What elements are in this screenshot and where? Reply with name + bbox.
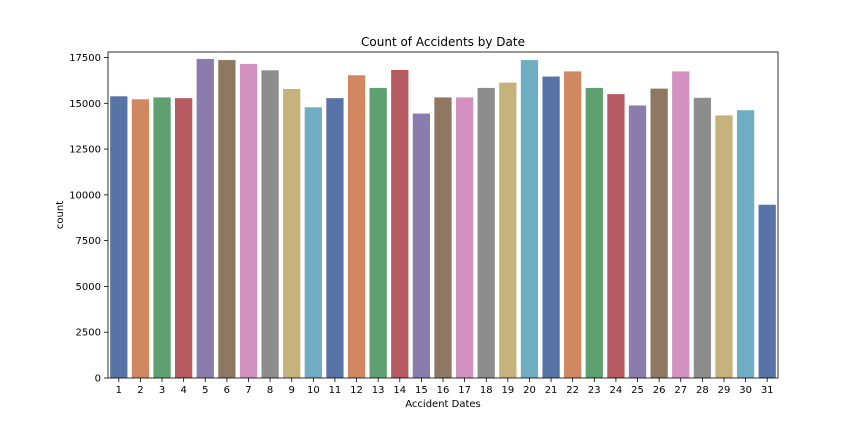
x-tick-label: 14 bbox=[393, 385, 406, 396]
y-tick-label: 15000 bbox=[69, 99, 101, 110]
bar-day-30 bbox=[736, 110, 755, 379]
x-tick-label: 4 bbox=[180, 385, 186, 396]
bar-day-8 bbox=[261, 70, 279, 378]
bar-day-16 bbox=[434, 97, 452, 379]
bar-day-7 bbox=[239, 63, 258, 379]
bar-day-14 bbox=[391, 69, 409, 378]
bar-day-15 bbox=[412, 113, 431, 378]
x-tick-label: 21 bbox=[545, 385, 558, 396]
x-tick-label: 8 bbox=[267, 385, 273, 396]
bar-day-1 bbox=[110, 96, 128, 378]
x-tick-label: 27 bbox=[674, 385, 687, 396]
bar-day-13 bbox=[369, 87, 387, 379]
x-axis: 1 2 3 4 5 6 7 8 9 10 11 12 13 14 15 16 17 18 19 20 21 22 23 24 2… bbox=[116, 378, 774, 396]
bar-day-4 bbox=[175, 98, 193, 379]
x-tick-label: 7 bbox=[245, 385, 251, 396]
x-tick-label: 23 bbox=[588, 385, 601, 396]
x-tick-label: 5 bbox=[202, 385, 208, 396]
bar-day-10 bbox=[304, 107, 322, 378]
x-tick-label: 16 bbox=[437, 385, 450, 396]
x-tick-label: 28 bbox=[696, 385, 709, 396]
bar-day-2 bbox=[131, 99, 150, 378]
bar-day-5 bbox=[196, 58, 214, 379]
y-tick-label: 17500 bbox=[69, 53, 101, 64]
x-tick-label: 12 bbox=[350, 385, 363, 396]
bar-day-24 bbox=[607, 94, 625, 379]
bar-day-3 bbox=[153, 97, 171, 379]
x-tick-label: 9 bbox=[289, 385, 295, 396]
bar-day-12 bbox=[347, 75, 366, 378]
bar-day-27 bbox=[672, 71, 690, 378]
bar-day-19 bbox=[499, 82, 517, 378]
y-tick-label: 2500 bbox=[76, 328, 101, 339]
bar-day-23 bbox=[585, 87, 603, 379]
y-tick-label: 5000 bbox=[76, 282, 101, 293]
bar-day-29 bbox=[715, 115, 733, 379]
bar-day-28 bbox=[693, 97, 711, 378]
chart-title: Count of Accidents by Date bbox=[361, 35, 525, 49]
y-tick-label: 0 bbox=[95, 374, 101, 385]
x-tick-label: 30 bbox=[739, 385, 752, 396]
bar-day-9 bbox=[283, 89, 301, 378]
x-tick-label: 18 bbox=[480, 385, 493, 396]
bar-day-18 bbox=[477, 87, 495, 379]
x-tick-label: 11 bbox=[329, 385, 342, 396]
bar-day-20 bbox=[520, 60, 539, 379]
bar-day-31 bbox=[758, 204, 776, 378]
x-tick-label: 13 bbox=[372, 385, 385, 396]
bar-day-22 bbox=[564, 71, 582, 378]
y-tick-label: 10000 bbox=[69, 190, 101, 201]
bar-day-6 bbox=[218, 60, 236, 379]
x-tick-label: 1 bbox=[116, 385, 122, 396]
x-tick-label: 25 bbox=[631, 385, 644, 396]
x-tick-label: 3 bbox=[159, 385, 165, 396]
x-tick-label: 15 bbox=[415, 385, 428, 396]
x-tick-label: 10 bbox=[307, 385, 320, 396]
x-axis-label: Accident Dates bbox=[405, 399, 481, 410]
y-tick-label: 7500 bbox=[76, 236, 101, 247]
y-tick-label: 12500 bbox=[69, 145, 101, 156]
bars-group bbox=[110, 58, 776, 379]
x-tick-label: 26 bbox=[653, 385, 666, 396]
x-tick-label: 24 bbox=[610, 385, 623, 396]
bar-day-17 bbox=[455, 97, 474, 379]
x-tick-label: 19 bbox=[501, 385, 514, 396]
x-tick-label: 20 bbox=[523, 385, 536, 396]
y-axis: 0 2500 5000 7500 10000 12500 15000 17500 bbox=[69, 53, 108, 385]
bar-day-26 bbox=[650, 88, 668, 378]
x-tick-label: 17 bbox=[458, 385, 471, 396]
x-tick-label: 2 bbox=[137, 385, 143, 396]
bar-day-25 bbox=[628, 105, 647, 378]
x-tick-label: 6 bbox=[224, 385, 230, 396]
plot-frame bbox=[107, 51, 779, 379]
bar-day-11 bbox=[326, 98, 344, 379]
y-axis-label: count bbox=[55, 201, 66, 229]
x-tick-label: 22 bbox=[566, 385, 579, 396]
x-tick-label: 29 bbox=[718, 385, 731, 396]
x-tick-label: 31 bbox=[761, 385, 774, 396]
bar-day-21 bbox=[542, 76, 560, 378]
